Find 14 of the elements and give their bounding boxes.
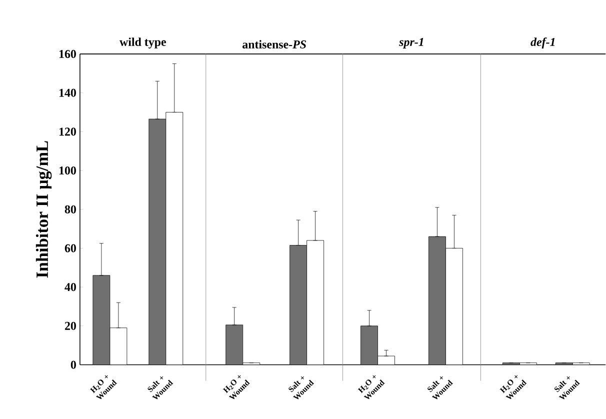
y-axis-title: Inhibitor II μg/mL	[36, 141, 52, 278]
chart-title: wild type	[120, 38, 166, 49]
y-tick-label: 60	[64, 244, 76, 252]
chart-title: def-1	[530, 38, 555, 49]
y-tick-label: 20	[64, 322, 76, 330]
y-tick-label: 160	[59, 50, 76, 58]
y-tick-label: 140	[59, 88, 76, 97]
y-tick-label: 0	[70, 360, 76, 369]
chart-title: spr-1	[399, 38, 424, 49]
y-tick-label: 40	[64, 283, 76, 292]
y-tick-label: 120	[59, 128, 76, 136]
y-tick-label: 80	[64, 205, 76, 214]
chart-title: antisense-PS	[242, 40, 306, 49]
y-tick-label: 100	[59, 166, 76, 175]
